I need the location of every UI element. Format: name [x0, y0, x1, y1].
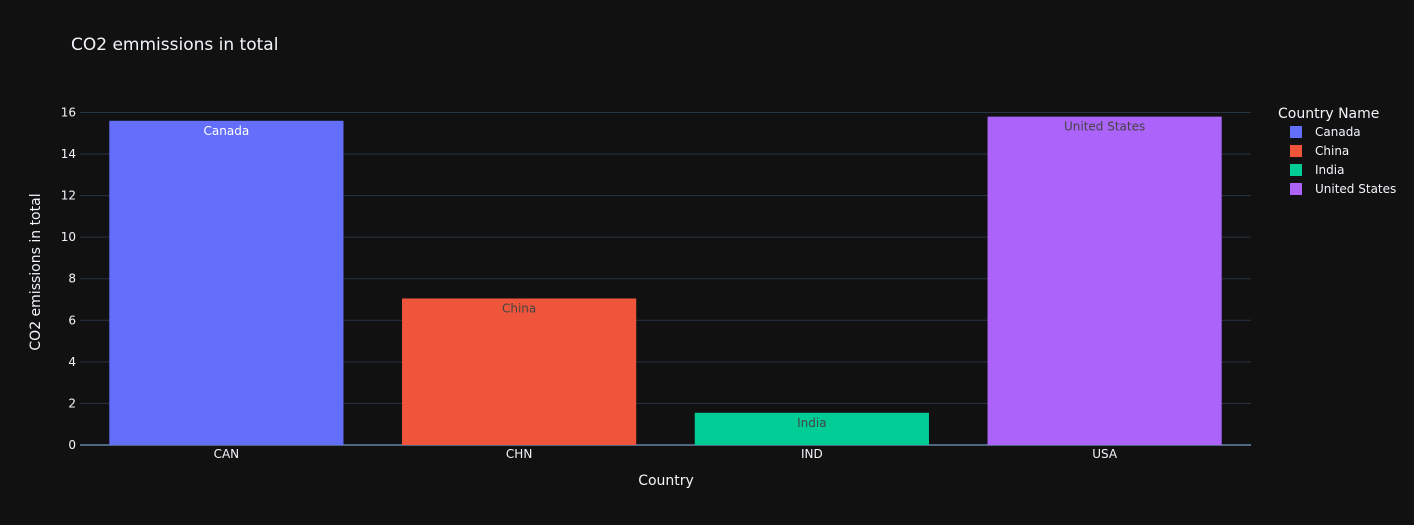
bar-can[interactable] [109, 120, 344, 445]
legend: Country Name Canada China India United Stat… [1278, 106, 1396, 196]
y-tick-label: 12 [61, 189, 76, 203]
x-axis-title: Country [638, 473, 694, 489]
x-axis-ticks: CAN CHN IND USA [214, 447, 1118, 461]
legend-item[interactable]: India [1290, 163, 1344, 177]
chart-title: CO2 emmissions in total [71, 35, 278, 55]
y-tick-label: 10 [61, 230, 76, 244]
x-tick-label: IND [801, 447, 823, 461]
legend-item[interactable]: China [1290, 144, 1349, 158]
bar-label: India [797, 416, 826, 430]
y-tick-label: 16 [61, 105, 76, 119]
y-tick-label: 4 [68, 355, 76, 369]
bar-layer: Canada China India United States [109, 116, 1222, 446]
legend-title: Country Name [1278, 106, 1379, 122]
bar-chn[interactable] [402, 298, 637, 445]
bar-ind[interactable] [694, 412, 929, 445]
y-tick-label: 2 [68, 396, 76, 410]
y-tick-label: 8 [68, 272, 76, 286]
x-tick-label: CAN [214, 447, 240, 461]
bar-label: Canada [204, 124, 250, 138]
legend-items: Canada China India United States [1290, 125, 1396, 196]
legend-item[interactable]: United States [1290, 182, 1396, 196]
legend-label: United States [1315, 182, 1396, 196]
y-tick-label: 0 [68, 438, 76, 452]
bar-label: United States [1064, 120, 1145, 134]
bar-usa[interactable] [987, 116, 1222, 446]
y-tick-label: 14 [61, 147, 76, 161]
legend-label: China [1315, 144, 1349, 158]
y-axis-ticks: 0 2 4 6 8 10 12 14 16 [61, 105, 76, 452]
legend-swatch [1290, 164, 1302, 176]
legend-swatch [1290, 145, 1302, 157]
x-tick-label: USA [1092, 447, 1118, 461]
y-axis-title: CO2 emissions in total [28, 193, 44, 350]
legend-label: India [1315, 163, 1344, 177]
legend-swatch [1290, 126, 1302, 138]
legend-item[interactable]: Canada [1290, 125, 1361, 139]
legend-swatch [1290, 183, 1302, 195]
y-tick-label: 6 [68, 313, 76, 327]
bar-label: China [502, 301, 536, 315]
legend-label: Canada [1315, 125, 1361, 139]
x-tick-label: CHN [506, 447, 532, 461]
